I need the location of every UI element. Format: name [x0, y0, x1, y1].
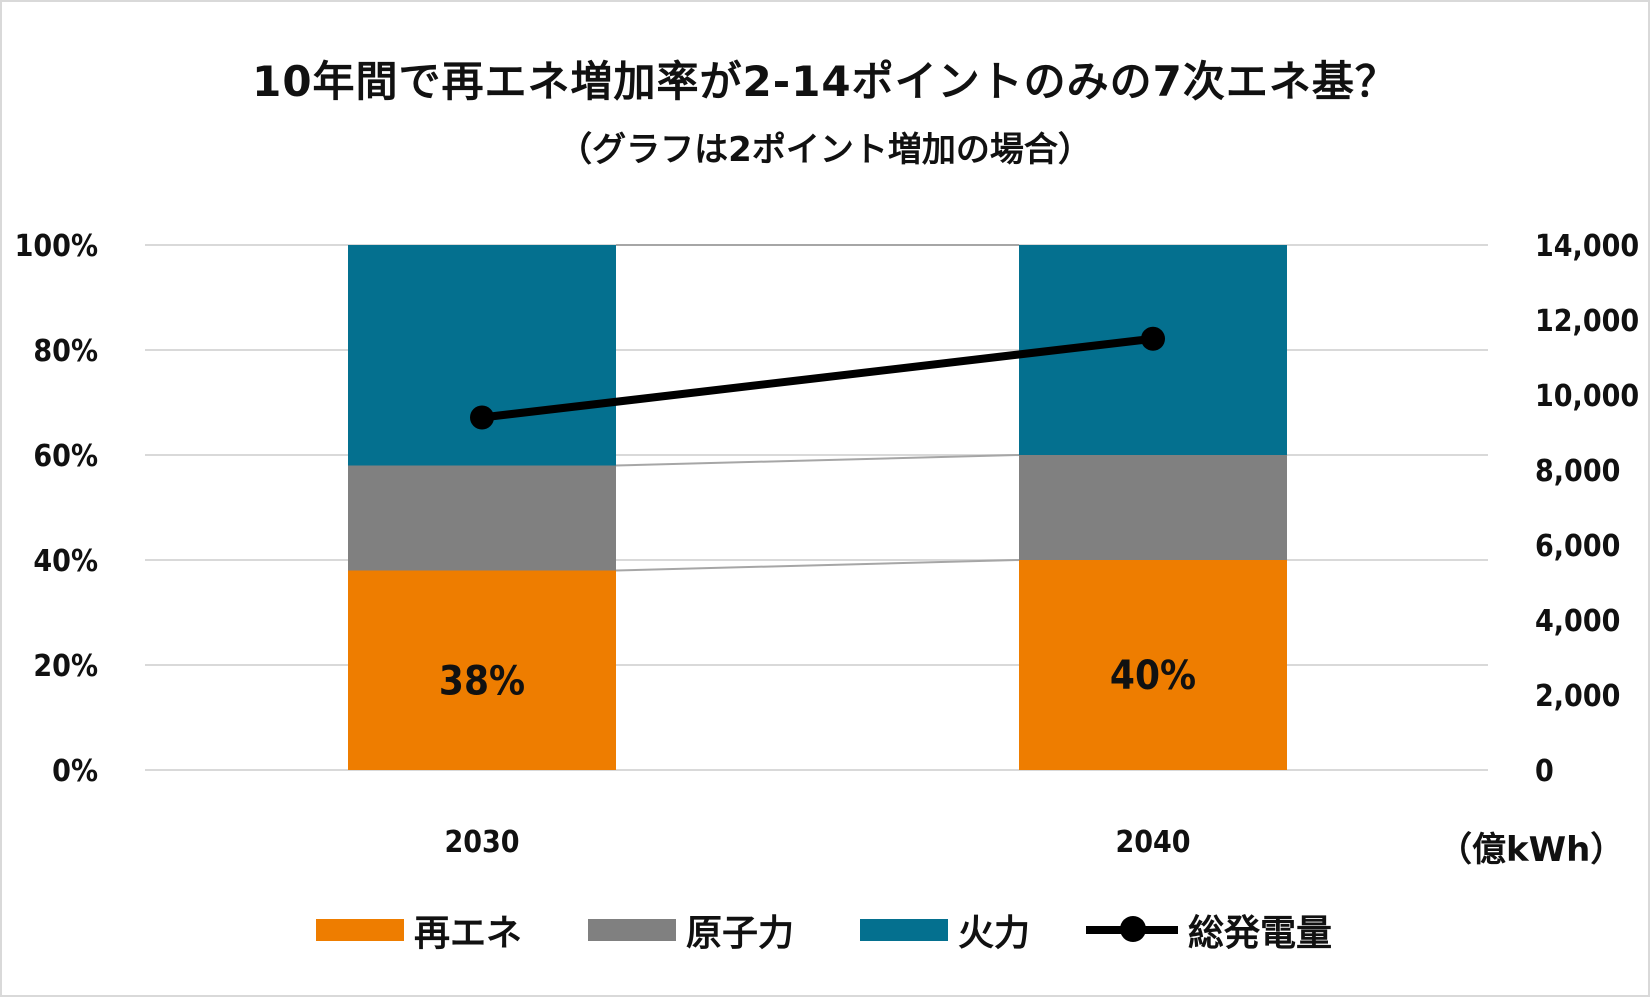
legend-label-nuclear: 原子力	[686, 913, 795, 954]
right-axis-tick-label: 12,000	[1535, 304, 1639, 339]
x-axis-tick-label: 2040	[1115, 825, 1190, 860]
legend: 再エネ 原子力 火力 総発電量	[0, 905, 1650, 955]
legend-item-total-generation: 総発電量	[1086, 905, 1332, 955]
right-axis-tick-label: 14,000	[1535, 229, 1639, 264]
right-axis-tick-label: 10,000	[1535, 379, 1639, 414]
bar-renewable	[348, 570, 616, 770]
legend-item-thermal: 火力	[860, 905, 1030, 955]
legend-swatch-renewable	[316, 919, 404, 941]
right-axis-tick-label: 8,000	[1535, 454, 1620, 489]
legend-label-renewable: 再エネ	[414, 913, 523, 954]
legend-line-total-generation	[1086, 916, 1178, 942]
series-connector-line	[615, 559, 1020, 572]
bar-nuclear	[1019, 455, 1287, 560]
legend-label-thermal: 火力	[958, 913, 1031, 954]
bar-data-label: 38%	[439, 658, 525, 704]
total-generation-point	[470, 405, 494, 430]
left-axis-tick-label: 80%	[33, 334, 98, 369]
bar-data-label: 40%	[1110, 653, 1196, 699]
legend-label-total-generation: 総発電量	[1188, 913, 1333, 954]
legend-item-nuclear: 原子力	[588, 905, 794, 955]
chart-title: 10年間で再エネ増加率が2-14ポイントのみの7次エネ基？	[252, 57, 1398, 106]
left-axis-tick-label: 100%	[15, 229, 98, 264]
series-connector-line	[615, 454, 1020, 467]
right-axis-tick-label: 2,000	[1535, 679, 1620, 714]
left-axis-tick-label: 0%	[52, 754, 98, 789]
total-generation-line	[481, 334, 1154, 422]
total-generation-point	[1141, 326, 1165, 351]
right-axis-tick-label: 0	[1535, 754, 1554, 789]
bar-thermal	[348, 245, 616, 466]
legend-item-renewable: 再エネ	[316, 905, 522, 955]
bar-nuclear	[348, 465, 616, 571]
chart-subtitle: （グラフは2ポイント増加の場合）	[558, 130, 1092, 170]
right-axis-tick-label: 4,000	[1535, 604, 1620, 639]
left-axis-tick-label: 60%	[33, 439, 98, 474]
left-axis-tick-label: 40%	[33, 544, 98, 579]
bar-renewable	[1019, 560, 1287, 770]
right-axis-tick-label: 6,000	[1535, 529, 1620, 564]
x-axis-tick-label: 2030	[444, 825, 519, 860]
legend-swatch-thermal	[860, 919, 948, 941]
right-axis-unit-label: （億kWh）	[1438, 830, 1625, 870]
legend-swatch-nuclear	[588, 919, 676, 941]
left-axis-tick-label: 20%	[33, 649, 98, 684]
